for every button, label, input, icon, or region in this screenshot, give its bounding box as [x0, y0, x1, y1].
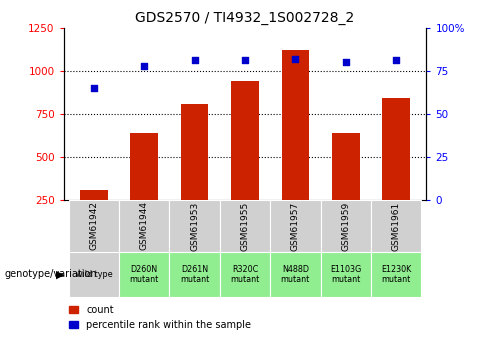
- Point: [191, 58, 198, 63]
- Bar: [130, 133, 158, 243]
- Text: GSM61942: GSM61942: [89, 201, 98, 250]
- Bar: [119, 252, 170, 297]
- Bar: [270, 252, 320, 297]
- Legend: count, percentile rank within the sample: count, percentile rank within the sample: [69, 305, 251, 330]
- Point: [241, 58, 249, 63]
- Text: R320C
mutant: R320C mutant: [230, 265, 260, 284]
- Point: [140, 63, 148, 68]
- Bar: [170, 200, 220, 252]
- Bar: [170, 252, 220, 297]
- Bar: [119, 200, 170, 252]
- Point: [392, 58, 400, 63]
- Text: wild type: wild type: [75, 270, 112, 279]
- Bar: [332, 133, 360, 243]
- Title: GDS2570 / TI4932_1S002728_2: GDS2570 / TI4932_1S002728_2: [135, 11, 355, 25]
- Bar: [382, 98, 410, 243]
- Text: GSM61959: GSM61959: [341, 201, 350, 250]
- Text: D261N
mutant: D261N mutant: [180, 265, 209, 284]
- Text: E1103G
mutant: E1103G mutant: [330, 265, 361, 284]
- Bar: [320, 252, 371, 297]
- Text: GSM61953: GSM61953: [190, 201, 199, 250]
- Bar: [220, 200, 270, 252]
- Text: N488D
mutant: N488D mutant: [281, 265, 310, 284]
- Point: [292, 56, 299, 61]
- Text: E1230K
mutant: E1230K mutant: [381, 265, 411, 284]
- Bar: [181, 104, 208, 243]
- Bar: [371, 252, 421, 297]
- Text: GSM61944: GSM61944: [140, 201, 149, 250]
- Bar: [371, 200, 421, 252]
- Text: GSM61961: GSM61961: [392, 201, 401, 250]
- Bar: [282, 50, 309, 243]
- Bar: [80, 190, 108, 243]
- Bar: [320, 200, 371, 252]
- Text: ▶: ▶: [56, 269, 65, 279]
- Point: [90, 85, 98, 91]
- Text: D260N
mutant: D260N mutant: [130, 265, 159, 284]
- Bar: [231, 81, 259, 243]
- Text: GSM61955: GSM61955: [241, 201, 249, 250]
- Bar: [270, 200, 320, 252]
- Bar: [69, 252, 119, 297]
- Bar: [220, 252, 270, 297]
- Bar: [69, 200, 119, 252]
- Text: genotype/variation: genotype/variation: [5, 269, 98, 279]
- Point: [342, 59, 350, 65]
- Text: GSM61957: GSM61957: [291, 201, 300, 250]
